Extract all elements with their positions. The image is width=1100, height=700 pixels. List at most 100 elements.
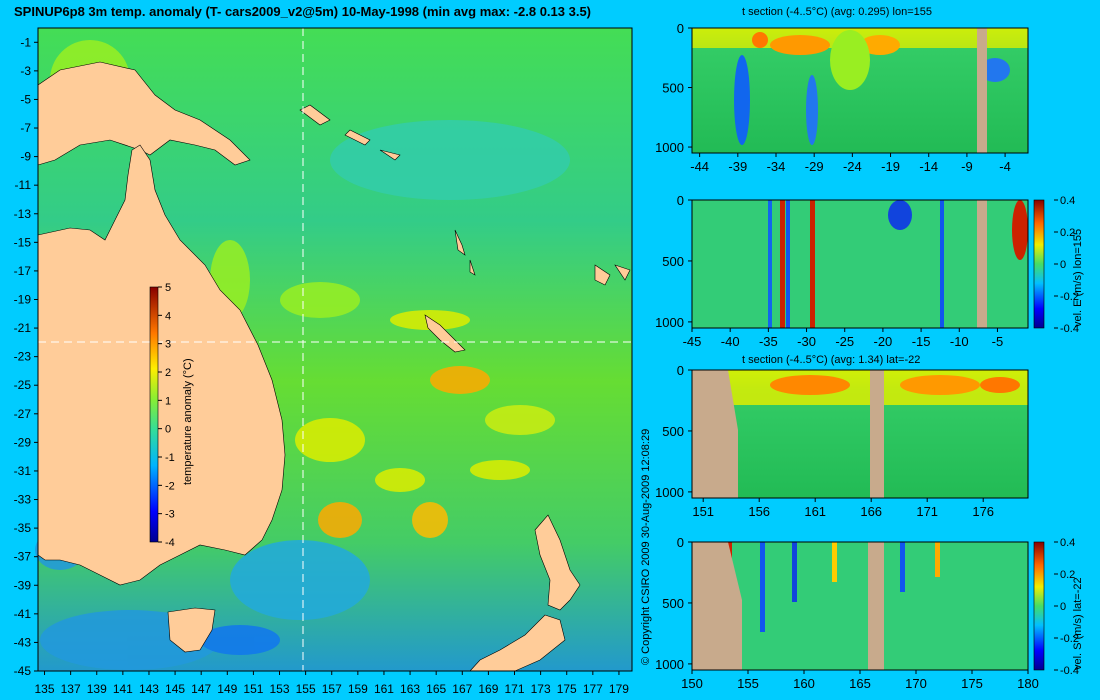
map-x-tick-label: 173 xyxy=(531,682,551,696)
section-y-tick-label: 500 xyxy=(662,596,684,611)
map-y-tick-label: -23 xyxy=(14,350,32,364)
section-2-field xyxy=(692,200,1028,328)
map-x-tick-label: 147 xyxy=(191,682,211,696)
section-colorbar-tick-label: 0.4 xyxy=(1060,195,1075,207)
map-x-tick-label: 169 xyxy=(478,682,498,696)
section-y-tick-label: 1000 xyxy=(655,140,684,155)
section-x-tick-label: -35 xyxy=(759,334,778,349)
section-x-tick-label: -29 xyxy=(805,159,824,174)
map-colorbar-tick-label: 1 xyxy=(165,395,171,407)
map-x-tick-label: 175 xyxy=(557,682,577,696)
section-colorbar-tick-label: -0.2 xyxy=(1060,633,1079,645)
section-y-tick-label: 1000 xyxy=(655,485,684,500)
section-x-tick-label: -20 xyxy=(874,334,893,349)
section-x-tick-label: -19 xyxy=(881,159,900,174)
map-x-tick-label: 145 xyxy=(165,682,185,696)
section-colorbar-tick-label: -0.2 xyxy=(1060,291,1079,303)
section-4-land xyxy=(868,542,884,670)
section-y-tick-label: 0 xyxy=(677,363,684,378)
section-3-land xyxy=(870,370,884,498)
section-panel-1 xyxy=(691,27,1029,154)
map-y-axis: -1 -3 -5 -7 -9 -11 -13 -15 -17 -19 -21 -23 -25 -27 -29… xyxy=(14,35,38,678)
map-y-tick-label: -41 xyxy=(14,607,32,621)
section-x-tick-label: 175 xyxy=(961,676,983,691)
section-2-colorbar xyxy=(1033,199,1045,329)
section-x-tick-label: -40 xyxy=(721,334,740,349)
section-x-tick-label: 151 xyxy=(692,504,714,519)
map-x-tick-label: 167 xyxy=(452,682,472,696)
map-colorbar-tick-label: 5 xyxy=(165,282,171,294)
section-x-tick-label: -14 xyxy=(919,159,938,174)
section-x-tick-label: -10 xyxy=(950,334,969,349)
section-x-tick-label: -25 xyxy=(835,334,854,349)
land xyxy=(37,61,631,672)
section-panel-2 xyxy=(691,199,1045,329)
map-x-tick-label: 151 xyxy=(243,682,263,696)
map-y-tick-label: -1 xyxy=(20,35,31,49)
map-x-tick-label: 149 xyxy=(217,682,237,696)
map-x-tick-label: 161 xyxy=(374,682,394,696)
map-y-tick-label: -27 xyxy=(14,407,32,421)
map-y-tick-label: -17 xyxy=(14,264,32,278)
map-x-tick-label: 143 xyxy=(139,682,159,696)
section-4-colorbar-label: vel. S (m/s) lat=-22 xyxy=(1072,577,1084,670)
land-tasmania xyxy=(167,607,216,653)
map-colorbar-tick-label: 4 xyxy=(165,310,171,322)
section-y-tick-label: 0 xyxy=(677,21,684,36)
section-x-tick-label: -39 xyxy=(728,159,747,174)
map-y-tick-label: -11 xyxy=(15,178,32,192)
section-4-field xyxy=(692,542,1028,670)
section-x-tick-label: -9 xyxy=(961,159,973,174)
section-y-tick-label: 500 xyxy=(662,424,684,439)
section-x-tick-label: -24 xyxy=(843,159,862,174)
map-colorbar-tick-label: 0 xyxy=(165,424,171,436)
map-y-tick-label: -31 xyxy=(14,464,32,478)
map-y-tick-label: -9 xyxy=(20,150,31,164)
section-x-tick-label: 180 xyxy=(1017,676,1039,691)
map-colorbar-label: temperature anomaly (°C) xyxy=(182,358,194,485)
section-x-tick-label: 156 xyxy=(748,504,770,519)
map-y-tick-label: -21 xyxy=(14,321,32,335)
map-x-tick-label: 163 xyxy=(400,682,420,696)
land-vanuatu xyxy=(454,229,476,276)
land-nz-north xyxy=(534,514,581,611)
section-x-tick-label: -44 xyxy=(690,159,709,174)
section-colorbar-tick-label: 0.4 xyxy=(1060,537,1075,549)
section-x-tick-label: 176 xyxy=(972,504,994,519)
map-y-tick-label: -13 xyxy=(14,207,32,221)
map-colorbar-tick-label: 3 xyxy=(165,339,171,351)
section-x-tick-label: -5 xyxy=(992,334,1004,349)
map-colorbar xyxy=(149,286,159,543)
map-y-tick-label: -35 xyxy=(14,521,32,535)
map-y-tick-label: -29 xyxy=(14,435,32,449)
map-x-tick-label: 179 xyxy=(609,682,629,696)
section-panel-3 xyxy=(691,369,1029,499)
map-x-tick-label: 139 xyxy=(87,682,107,696)
map-y-tick-label: -33 xyxy=(14,493,32,507)
section-y-tick-label: 500 xyxy=(662,81,684,96)
map-x-tick-label: 155 xyxy=(296,682,316,696)
map-colorbar-ticks: 5 4 3 2 1 0 -1 -2 -3 -4 xyxy=(158,282,175,549)
section-x-tick-label: 150 xyxy=(681,676,703,691)
map-x-tick-label: 157 xyxy=(322,682,342,696)
land-solomons xyxy=(299,104,401,161)
section-colorbar-tick-label: -0.4 xyxy=(1060,323,1079,335)
map-x-tick-label: 171 xyxy=(504,682,524,696)
section-y-tick-label: 1000 xyxy=(655,315,684,330)
section-x-tick-label: 166 xyxy=(860,504,882,519)
map-x-tick-label: 165 xyxy=(426,682,446,696)
map-x-tick-label: 141 xyxy=(113,682,133,696)
section-x-tick-label: -34 xyxy=(767,159,786,174)
land-new-guinea xyxy=(37,61,251,166)
map-colorbar-tick-label: -3 xyxy=(165,509,175,521)
section-x-tick-label: 170 xyxy=(905,676,927,691)
section-colorbar-tick-label: 0.2 xyxy=(1060,227,1075,239)
map-y-tick-label: -25 xyxy=(14,378,32,392)
section-3-title: t section (-4..5°C) (avg: 1.34) lat=-22 xyxy=(742,354,921,366)
section-colorbar-tick-label: -0.4 xyxy=(1060,665,1079,677)
land-australia xyxy=(37,144,286,586)
map-y-tick-label: -45 xyxy=(14,664,32,678)
section-x-tick-label: -30 xyxy=(797,334,816,349)
section-y-tick-label: 0 xyxy=(677,193,684,208)
